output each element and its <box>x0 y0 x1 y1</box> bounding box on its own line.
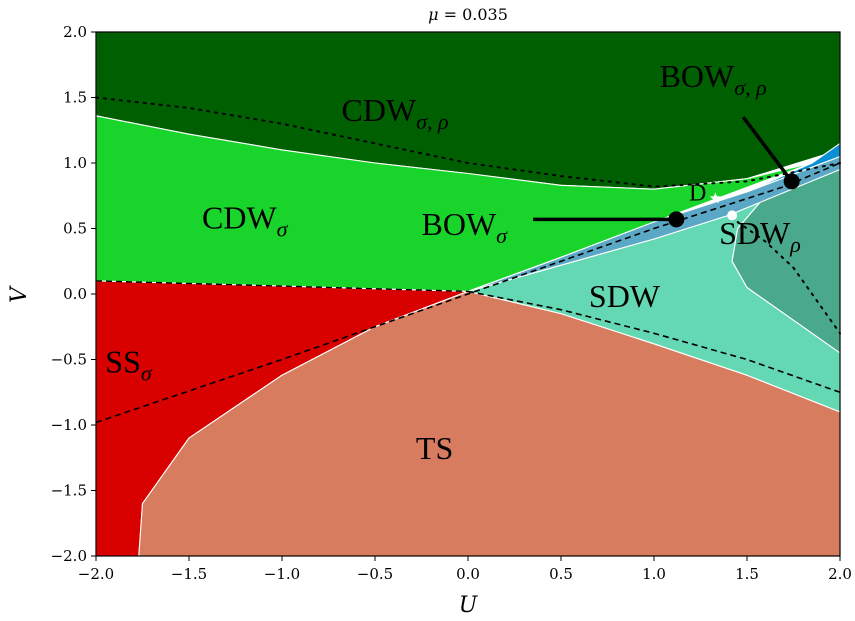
x-tick-label: 0.5 <box>549 565 573 583</box>
x-tick-label: 2.0 <box>828 565 852 583</box>
y-tick-label: 2.0 <box>63 23 87 41</box>
y-tick-label: −1.0 <box>51 416 87 434</box>
y-tick-label: −0.5 <box>51 351 87 369</box>
chart-title-var: μ <box>428 5 438 24</box>
special-points: D <box>533 116 800 228</box>
region-label-1: CDWσ, ρ <box>342 92 449 134</box>
region-label-4: TS <box>416 430 453 466</box>
region-label-6: SDWρ <box>719 215 801 257</box>
y-tick-label: 1.5 <box>63 89 87 107</box>
x-tick-label: 1.5 <box>735 565 759 583</box>
dashed-boundary-1 <box>95 162 841 424</box>
y-axis-ticks: −2.0 −1.5 −1.0 −0.5 0.0 0.5 1.0 1.5 2.0 <box>51 23 96 565</box>
region-label-7: BOWσ <box>422 206 509 248</box>
region-label-5: SDW <box>589 278 661 314</box>
dashed-boundary-2 <box>467 290 841 394</box>
x-tick-label: −1.5 <box>171 565 207 583</box>
region-label-3: SSσ <box>105 344 153 386</box>
dotted-boundary-2 <box>736 221 841 335</box>
dashed-boundary-3 <box>95 280 469 293</box>
x-tick-label: 0.0 <box>456 565 480 583</box>
critical-point-marker <box>668 211 685 228</box>
y-tick-label: −2.0 <box>51 547 87 565</box>
y-tick-label: −1.5 <box>51 482 87 500</box>
region-label-8: BOWσ, ρ <box>660 58 767 100</box>
x-axis-label: U <box>459 593 479 618</box>
y-tick-label: 1.0 <box>63 154 87 172</box>
phase-boundaries <box>95 96 841 424</box>
dotted-boundary-1 <box>95 96 841 188</box>
point-d-marker <box>709 192 722 204</box>
x-tick-label: −0.5 <box>357 565 393 583</box>
x-tick-label: −1.0 <box>264 565 300 583</box>
region-labels: CDWσ, ρ CDWσ SSσ TS SDW SDWρ BOWσ BOWσ, ρ <box>105 58 800 466</box>
region-label-2: CDWσ <box>202 200 289 242</box>
chart-title-rest: = 0.035 <box>439 5 508 24</box>
chart-title: μ = 0.035 <box>428 5 508 24</box>
y-tick-label: 0.0 <box>63 285 87 303</box>
tricritical-point-marker <box>727 210 738 221</box>
x-axis-ticks: −2.0 −1.5 −1.0 −0.5 0.0 0.5 1.0 1.5 2.0 <box>78 556 852 583</box>
critical-point-marker <box>783 173 800 190</box>
phase-regions <box>95 31 841 557</box>
point-d-label: D <box>689 180 706 206</box>
pointer-line-4 <box>741 116 794 183</box>
x-tick-label: −2.0 <box>78 565 114 583</box>
y-tick-label: 0.5 <box>63 220 87 238</box>
y-axis-label: V <box>7 285 32 303</box>
x-tick-label: 1.0 <box>642 565 666 583</box>
